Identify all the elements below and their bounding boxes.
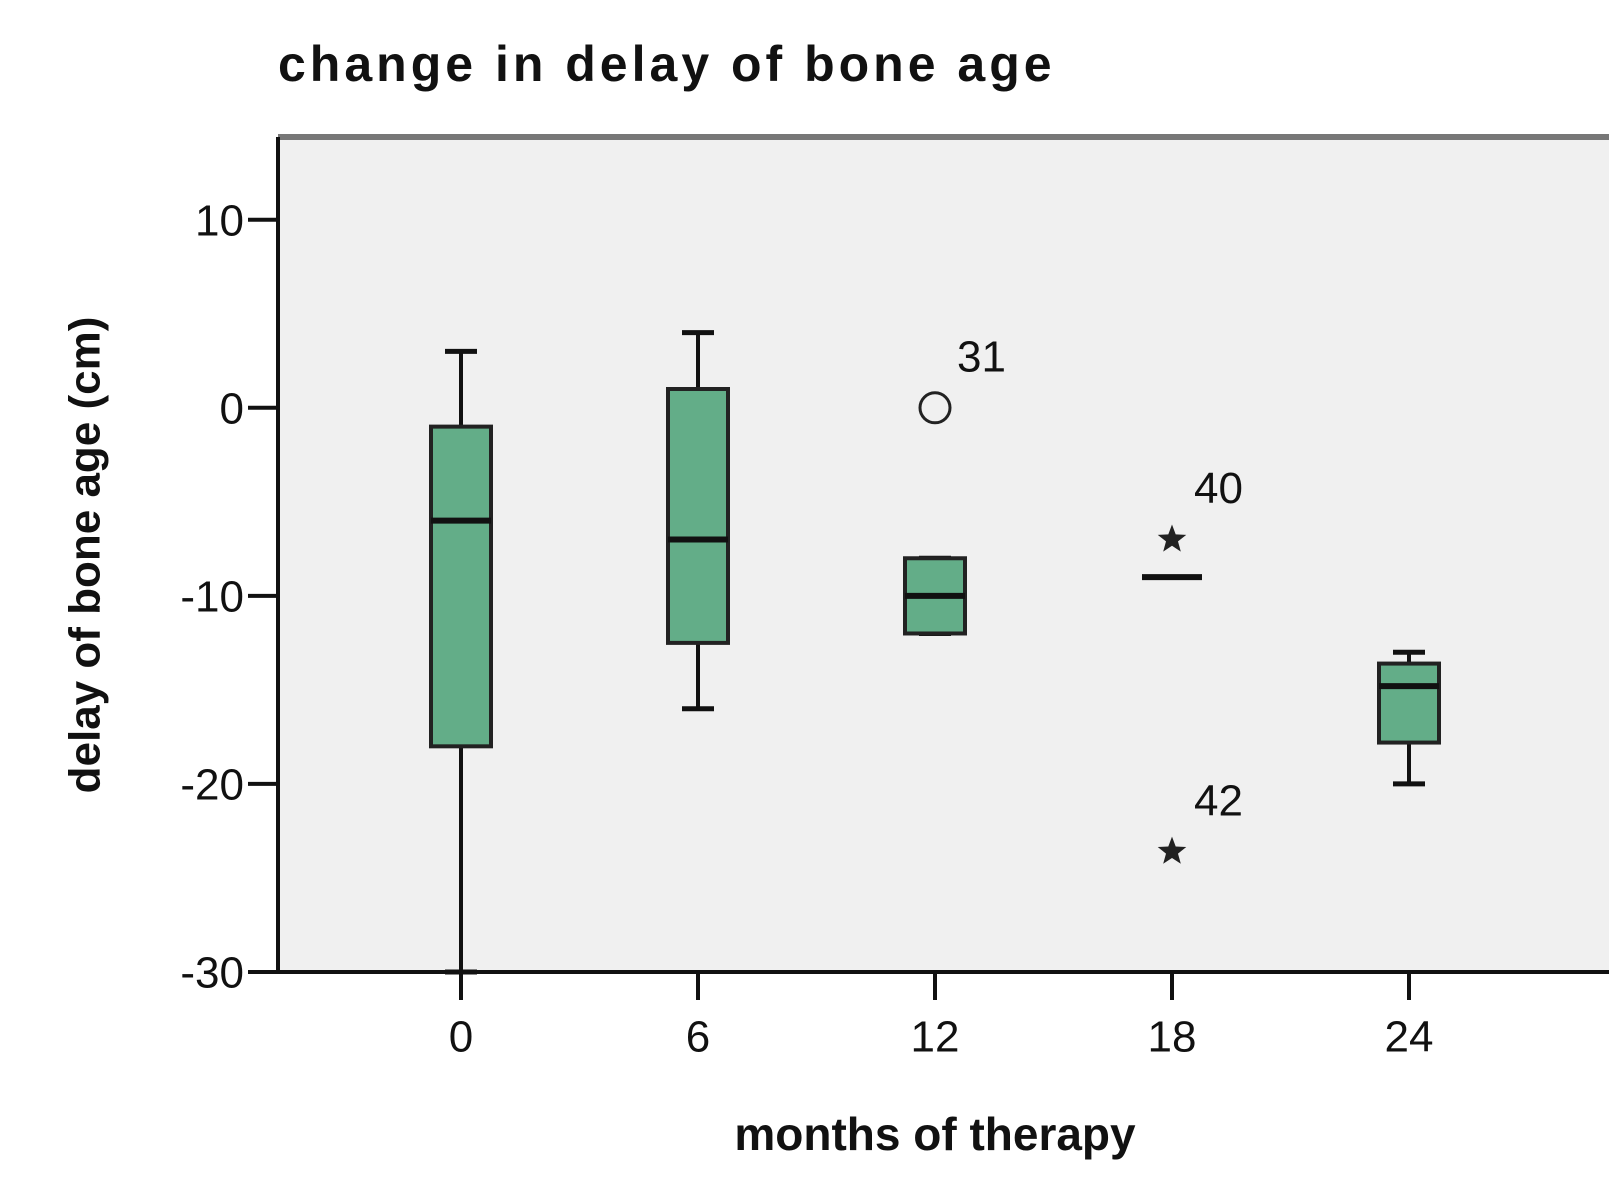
extreme-outlier — [1157, 836, 1187, 864]
x-tick-label: 0 — [449, 1013, 473, 1062]
y-axis-label: delay of bone age (cm) — [61, 317, 110, 794]
box — [666, 387, 730, 645]
box — [429, 424, 493, 749]
box — [1377, 661, 1441, 745]
outlier-label: 40 — [1194, 464, 1243, 513]
outlier-label: 31 — [957, 332, 1006, 381]
y-tick-label: 0 — [220, 384, 244, 433]
x-tick-label: 12 — [911, 1013, 960, 1062]
plot-area — [278, 137, 1609, 972]
y-tick-label: -30 — [180, 949, 244, 998]
chart-title: change in delay of bone age — [278, 36, 1056, 92]
y-tick-label: -20 — [180, 761, 244, 810]
x-axis-label: months of therapy — [734, 1108, 1136, 1160]
y-tick-label: 10 — [195, 196, 244, 245]
y-tick-label: -10 — [180, 572, 244, 621]
outlier — [918, 391, 952, 425]
x-tick-label: 6 — [686, 1013, 710, 1062]
x-tick-label: 24 — [1385, 1013, 1434, 1062]
outlier-label: 42 — [1194, 776, 1243, 825]
x-tick-label: 18 — [1148, 1013, 1197, 1062]
extreme-outlier — [1157, 524, 1187, 552]
